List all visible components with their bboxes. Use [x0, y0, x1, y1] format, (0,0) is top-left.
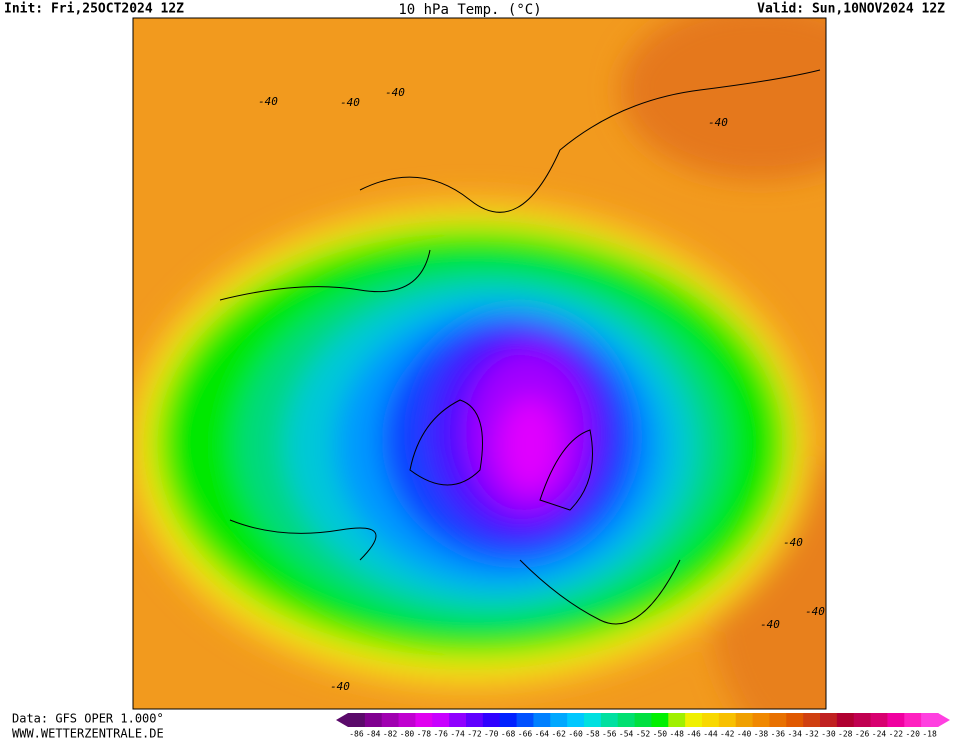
colorbar-label: -38 [754, 730, 769, 739]
contour-label: -40 [708, 116, 728, 129]
colorbar-label: -34 [787, 730, 802, 739]
colorbar-segment [752, 713, 770, 727]
colorbar-arrow [938, 713, 950, 727]
colorbar-label: -76 [433, 730, 448, 739]
colorbar-label: -60 [568, 730, 583, 739]
colorbar-label: -56 [602, 730, 617, 739]
colorbar-segment [634, 713, 652, 727]
colorbar-label: -74 [450, 730, 465, 739]
colorbar-segment [786, 713, 804, 727]
colorbar-segment [769, 713, 787, 727]
colorbar-segment [584, 713, 602, 727]
colorbar-label: -20 [905, 730, 920, 739]
valid-time: Valid: Sun,10NOV2024 12Z [757, 2, 945, 17]
colorbar-arrow [336, 713, 348, 727]
colorbar-label: -86 [349, 730, 364, 739]
colorbar-segment [482, 713, 501, 727]
colorbar-segment [685, 713, 703, 727]
colorbar-segment [550, 713, 568, 727]
colorbar-label: -54 [619, 730, 634, 739]
colorbar-label: -52 [636, 730, 651, 739]
colorbar-segment [735, 713, 754, 727]
colorbar-label: -28 [838, 730, 853, 739]
colorbar-label: -36 [771, 730, 786, 739]
colorbar-segment [921, 713, 939, 727]
colorbar-label: -26 [855, 730, 870, 739]
temperature-field [133, 18, 826, 709]
colorbar-segment [887, 713, 905, 727]
colorbar-label: -84 [366, 730, 381, 739]
colorbar-label: -30 [821, 730, 836, 739]
colorbar-label: -46 [686, 730, 701, 739]
contour-label: -40 [805, 605, 825, 618]
colorbar-segment [449, 713, 467, 727]
colorbar-label: -24 [872, 730, 887, 739]
colorbar-label: -58 [585, 730, 600, 739]
map-title: 10 hPa Temp. (°C) [398, 2, 541, 18]
colorbar-segment [398, 713, 416, 727]
colorbar-label: -40 [737, 730, 752, 739]
colorbar-label: -64 [535, 730, 550, 739]
contour-label: -40 [258, 95, 278, 108]
colorbar-label: -68 [501, 730, 516, 739]
colorbar-label: -32 [804, 730, 819, 739]
colorbar-segment [702, 713, 720, 727]
data-source: Data: GFS OPER 1.000° [12, 712, 164, 726]
contour-label: -40 [385, 86, 405, 99]
colorbar-label: -80 [400, 730, 415, 739]
colorbar-segment [853, 713, 872, 727]
contour-label: -40 [760, 618, 780, 631]
colorbar-segment [820, 713, 838, 727]
colorbar-label: -62 [551, 730, 566, 739]
contour-label: -40 [330, 680, 350, 693]
colorbar-label: -42 [720, 730, 735, 739]
colorbar-label: -18 [922, 730, 937, 739]
colorbar-segment [803, 713, 821, 727]
colorbar-label: -70 [484, 730, 499, 739]
colorbar-segment [533, 713, 551, 727]
colorbar-segment [516, 713, 534, 727]
init-time: Init: Fri,25OCT2024 12Z [4, 2, 184, 17]
colorbar-segment [651, 713, 669, 727]
colorbar-label: -48 [669, 730, 684, 739]
colorbar-segment [870, 713, 888, 727]
colorbar-segment [466, 713, 484, 727]
colorbar-segment [904, 713, 922, 727]
colorbar-segment [415, 713, 433, 727]
colorbar-segment [617, 713, 636, 727]
colorbar-segment [836, 713, 855, 727]
site-name: WWW.WETTERZENTRALE.DE [12, 727, 164, 741]
colorbar-segment [600, 713, 619, 727]
colorbar-segment [499, 713, 518, 727]
colorbar-segment [668, 713, 686, 727]
colorbar-label: -22 [889, 730, 904, 739]
contour-label: -40 [340, 96, 360, 109]
colorbar-label: -44 [703, 730, 718, 739]
colorbar-segment [348, 713, 366, 727]
contour-label: -40 [783, 536, 803, 549]
colorbar-label: -72 [467, 730, 482, 739]
coastlines [219, 69, 821, 625]
colorbar-segment [718, 713, 737, 727]
colorbar-label: -66 [518, 730, 533, 739]
colorbar-segment [432, 713, 450, 727]
colorbar-label: -50 [653, 730, 668, 739]
colorbar-segment [381, 713, 400, 727]
colorbar-label: -78 [417, 730, 432, 739]
colorbar-segment [567, 713, 585, 727]
colorbar-segment [364, 713, 383, 727]
colorbar-label: -82 [383, 730, 398, 739]
map-frame [132, 17, 827, 710]
